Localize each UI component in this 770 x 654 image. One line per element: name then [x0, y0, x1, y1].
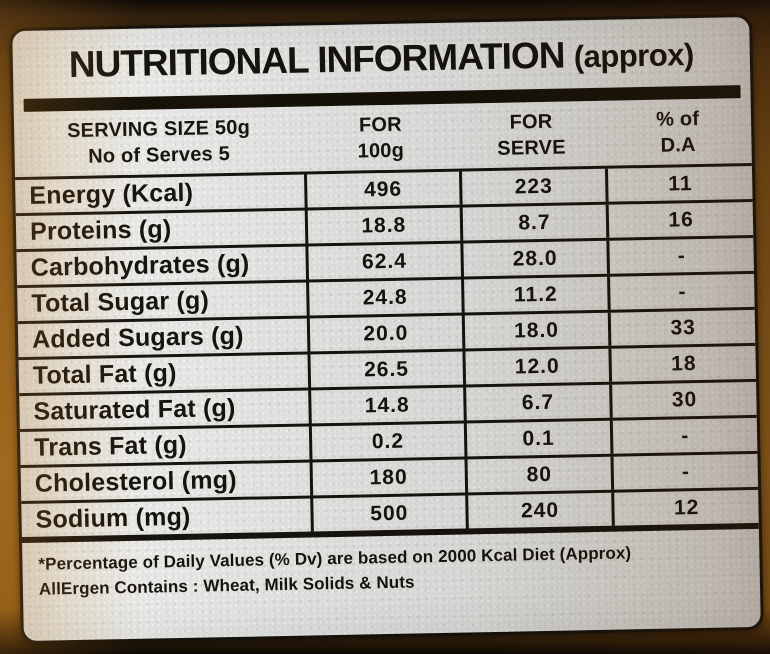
daily-value-percent: 30: [609, 381, 757, 418]
per-serve-value: 12.0: [462, 348, 610, 385]
daily-value-percent: -: [610, 453, 759, 490]
per-100g-value: 24.8: [305, 279, 462, 316]
nutrient-label: Sodium (mg): [35, 502, 191, 534]
per-serve-value: 240: [464, 492, 613, 529]
nutrient-label: Total Fat (g): [32, 359, 177, 390]
title-approx: (approx): [573, 37, 695, 75]
header-per-100g-line1: FOR: [358, 113, 402, 137]
per-100g-value: 62.4: [305, 243, 461, 280]
table-body: Energy (Kcal) 496 223 11 Proteins (g) 18…: [15, 162, 759, 544]
title-main: NUTRITIONAL INFORMATION: [68, 34, 565, 86]
daily-value-percent: 33: [608, 309, 756, 346]
per-serve-value: 223: [458, 168, 606, 205]
per-serve-value: 18.0: [461, 312, 609, 349]
per-100g-value: 14.8: [308, 387, 464, 424]
per-serve-value: 8.7: [459, 204, 607, 241]
header-daily-value: % of D.A: [604, 105, 752, 160]
daily-value-percent: 18: [608, 345, 756, 382]
nutrition-label-card: NUTRITIONAL INFORMATION (approx) SERVING…: [9, 13, 764, 645]
per-serve-value: 0.1: [463, 420, 611, 457]
header-daily-value-line1: % of: [655, 107, 700, 131]
daily-value-percent: -: [606, 237, 754, 274]
daily-value-percent: -: [607, 273, 755, 310]
header-per-serve-line2: SERVE: [497, 136, 566, 160]
per-serve-value: 80: [464, 456, 612, 493]
nutrient-label: Energy (Kcal): [29, 178, 194, 210]
per-100g-value: 180: [309, 459, 465, 496]
per-100g-value: 500: [310, 495, 466, 532]
per-100g-value: 0.2: [308, 423, 465, 460]
header-serving-size-line2: No of Serves 5: [87, 142, 231, 168]
daily-value-percent: -: [610, 417, 758, 454]
header-per-serve-line1: FOR: [509, 110, 553, 134]
daily-value-percent: 12: [611, 489, 759, 526]
nutrient-label: Cholesterol (mg): [34, 465, 237, 498]
per-100g-value: 18.8: [304, 207, 460, 244]
per-serve-value: 28.0: [460, 240, 608, 277]
per-100g-value: 496: [303, 171, 460, 208]
daily-value-percent: 11: [605, 165, 753, 202]
nutrient-label: Carbohydrates (g): [30, 249, 250, 282]
daily-value-percent: 16: [605, 201, 754, 238]
per-100g-value: 20.0: [306, 315, 463, 352]
label-title: NUTRITIONAL INFORMATION (approx): [12, 25, 750, 87]
per-serve-value: 6.7: [462, 384, 611, 421]
per-serve-value: 11.2: [460, 276, 608, 313]
nutrient-label: Total Sugar (g): [31, 286, 210, 318]
per-100g-value: 26.5: [307, 351, 463, 388]
header-per-100g-line2: 100g: [357, 139, 405, 163]
header-serving-size: SERVING SIZE 50g No of Serves 5: [14, 114, 304, 172]
header-per-serve: FOR SERVE: [457, 108, 605, 163]
nutrient-label: Saturated Fat (g): [33, 393, 236, 426]
header-per-100g: FOR 100g: [303, 111, 459, 166]
nutrient-label: Trans Fat (g): [33, 430, 188, 462]
nutrient-label: Proteins (g): [29, 215, 172, 246]
nutrition-table: SERVING SIZE 50g No of Serves 5 FOR 100g…: [14, 98, 759, 544]
nutrient-label: Added Sugars (g): [31, 321, 244, 354]
header-daily-value-line2: D.A: [660, 134, 696, 157]
